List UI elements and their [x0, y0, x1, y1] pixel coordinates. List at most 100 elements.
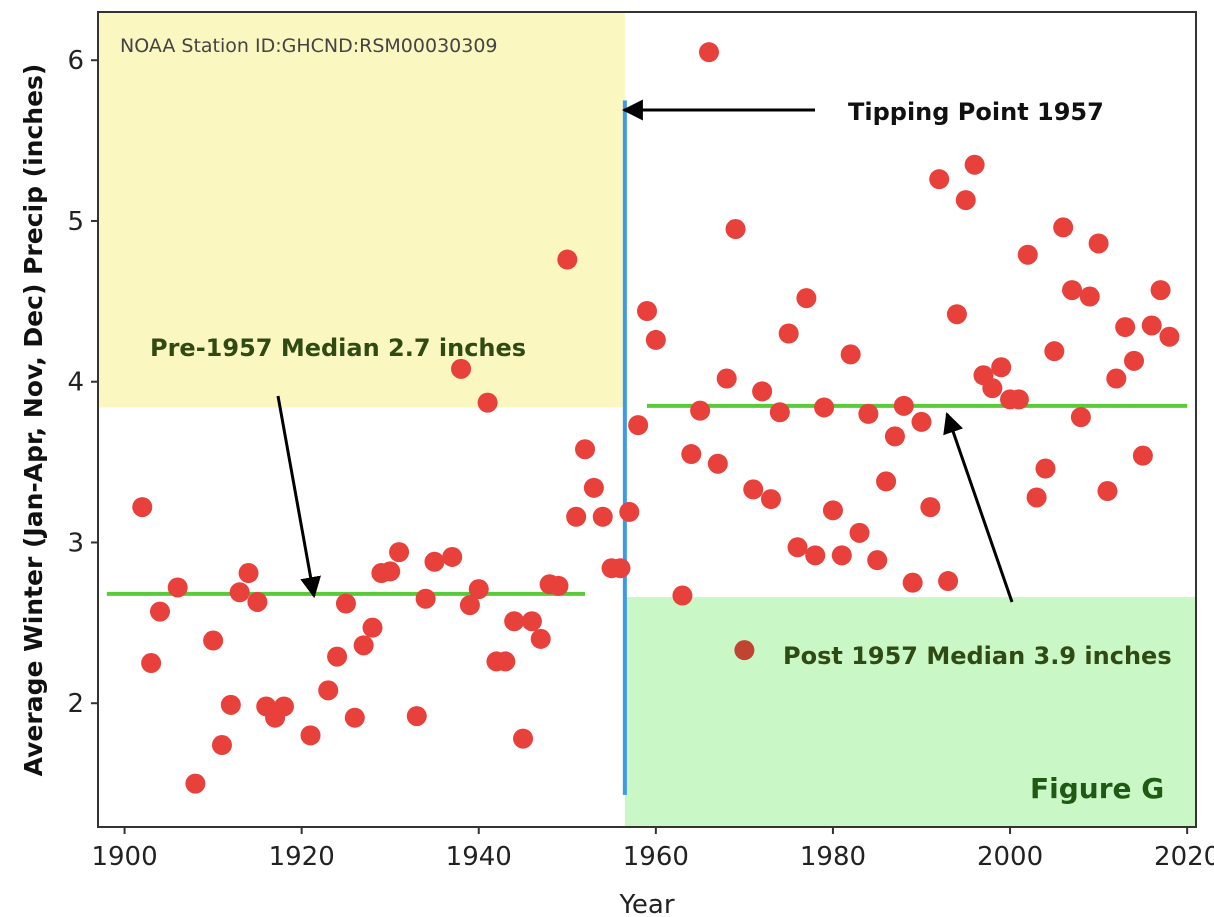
- x-tick-label: 1940: [446, 842, 512, 872]
- y-tick-label: 2: [67, 689, 84, 719]
- data-point: [318, 680, 339, 701]
- data-point: [681, 444, 702, 465]
- data-point: [335, 593, 356, 614]
- data-point: [442, 546, 463, 567]
- data-point: [495, 651, 516, 672]
- data-point: [1053, 217, 1074, 238]
- data-point: [796, 288, 817, 309]
- data-point: [840, 344, 861, 365]
- data-point: [575, 439, 596, 460]
- data-point: [991, 357, 1012, 378]
- y-tick-label: 4: [67, 368, 84, 398]
- data-point: [778, 323, 799, 344]
- data-point: [451, 358, 472, 379]
- data-point: [911, 411, 932, 432]
- data-point: [619, 501, 640, 522]
- data-point: [902, 572, 923, 593]
- data-point: [787, 537, 808, 558]
- data-point: [707, 453, 728, 474]
- x-tick-label: 2020: [1154, 842, 1214, 872]
- data-point: [513, 728, 534, 749]
- data-point: [1141, 315, 1162, 336]
- data-point: [380, 561, 401, 582]
- y-tick-label: 3: [67, 528, 84, 558]
- pre-median-label: Pre-1957 Median 2.7 inches: [150, 334, 526, 362]
- post-median-arrow: [943, 412, 1014, 603]
- data-point: [459, 595, 480, 616]
- data-point: [637, 300, 657, 321]
- data-point: [220, 694, 241, 715]
- data-point: [167, 577, 188, 598]
- figure-label: Figure G: [1030, 772, 1164, 805]
- legend-marker: [734, 640, 755, 661]
- data-point: [893, 395, 914, 416]
- data-point: [468, 579, 489, 600]
- data-point: [1008, 389, 1029, 410]
- data-point: [530, 628, 551, 649]
- data-point: [203, 630, 224, 651]
- y-axis-ticks: 2 3 4 5 6: [67, 46, 98, 719]
- data-point: [884, 426, 905, 447]
- highlight-region-1: [624, 597, 1196, 827]
- x-tick-label: 2000: [977, 842, 1043, 872]
- x-tick-label: 1920: [269, 842, 335, 872]
- data-point: [592, 506, 613, 527]
- data-point: [716, 368, 737, 389]
- data-point: [1062, 280, 1083, 301]
- data-point: [805, 545, 826, 566]
- data-point: [344, 707, 365, 728]
- data-point: [858, 403, 879, 424]
- data-point: [1088, 233, 1109, 254]
- data-point: [1070, 407, 1091, 428]
- data-point: [1035, 458, 1056, 479]
- data-point: [362, 617, 383, 638]
- data-point: [548, 575, 569, 596]
- x-tick-label: 1980: [800, 842, 866, 872]
- y-tick-label: 6: [67, 46, 84, 76]
- data-point: [132, 497, 153, 518]
- data-point: [955, 190, 976, 211]
- data-point: [238, 563, 259, 584]
- data-point: [1106, 368, 1127, 389]
- data-point: [929, 169, 950, 190]
- data-point: [229, 582, 250, 603]
- data-points: [132, 42, 1180, 794]
- x-axis-title: Year: [618, 890, 674, 917]
- data-point: [389, 542, 410, 563]
- x-axis-ticks: 1900 1920 1940 1960 1980 2000 2020: [91, 827, 1214, 872]
- data-point: [1017, 244, 1038, 265]
- data-point: [1097, 481, 1118, 502]
- data-point: [1026, 487, 1047, 508]
- data-point: [849, 522, 870, 543]
- data-point: [247, 591, 268, 612]
- data-point: [1150, 280, 1171, 301]
- plot-frame: [97, 11, 1197, 828]
- data-point: [672, 585, 693, 606]
- data-point: [698, 42, 719, 63]
- x-tick-label: 1960: [623, 842, 689, 872]
- data-point: [938, 571, 959, 592]
- y-axis-title: Average Winter (Jan-Apr, Nov, Dec) Preci…: [19, 64, 48, 777]
- data-point: [964, 154, 985, 175]
- data-point: [822, 500, 843, 521]
- data-point: [415, 588, 436, 609]
- data-point: [477, 392, 498, 413]
- data-point: [690, 400, 711, 421]
- data-point: [752, 381, 773, 402]
- data-point: [1124, 350, 1145, 371]
- data-point: [628, 415, 649, 436]
- data-point: [814, 397, 835, 418]
- data-point: [504, 611, 525, 632]
- data-point: [583, 477, 604, 498]
- data-point: [743, 479, 764, 500]
- tipping-point-label: Tipping Point 1957: [848, 98, 1104, 126]
- data-point: [1132, 445, 1153, 466]
- data-point: [725, 219, 746, 240]
- data-point: [149, 601, 170, 622]
- data-point: [1044, 341, 1065, 362]
- data-point: [1159, 326, 1180, 347]
- data-point: [645, 329, 666, 350]
- data-point: [424, 551, 445, 572]
- data-point: [610, 558, 631, 579]
